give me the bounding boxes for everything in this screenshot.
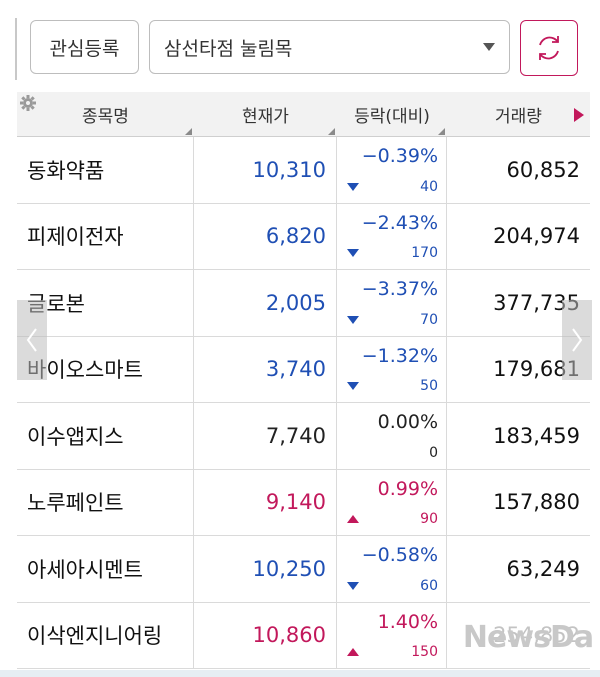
prev-page-button[interactable]	[17, 300, 47, 380]
stock-name: 이수앱지스	[27, 424, 124, 449]
stock-name: 아세아시멘트	[27, 557, 143, 582]
stock-rate: −0.39%	[361, 145, 438, 167]
watermark-logo: NewsDa	[463, 614, 594, 660]
table-row[interactable]: 아세아시멘트 10,250 −0.58% 60 63,249	[17, 536, 590, 603]
header-name-label: 종목명	[82, 107, 129, 127]
stock-table: 종목명 현재가 등락(대비) 거래량 동화약품 10,310 −0.39% 40…	[17, 92, 590, 669]
stock-volume: 63,249	[506, 556, 580, 581]
stock-volume: 204,974	[493, 224, 580, 249]
chevron-right-icon	[572, 328, 583, 352]
direction-icon	[347, 182, 359, 191]
stock-diff: 170	[411, 245, 438, 261]
header-change[interactable]: 등락(대비)	[337, 92, 447, 137]
header-change-label: 등락(대비)	[354, 107, 430, 127]
arrow-right-icon[interactable]	[574, 108, 584, 122]
stock-diff: 90	[420, 511, 438, 527]
header-volume-label: 거래량	[495, 107, 542, 127]
header-price-label: 현재가	[242, 107, 289, 127]
left-edge-divider	[15, 18, 21, 80]
stock-rate: 0.00%	[377, 411, 438, 433]
toolbar: 관심등록 삼선타점 눌림목	[0, 0, 600, 92]
stock-rate: 0.99%	[377, 477, 438, 500]
stock-name: 동화약품	[27, 158, 105, 183]
direction-icon	[347, 249, 359, 257]
stock-price: 6,820	[265, 224, 326, 249]
stock-rate: −0.58%	[361, 544, 438, 566]
stock-diff: 70	[420, 311, 438, 328]
stock-volume: 60,852	[506, 157, 580, 182]
gear-icon[interactable]	[19, 94, 37, 112]
table-row[interactable]: 노루페인트 9,140 0.99% 90 157,880	[17, 469, 590, 536]
stock-diff: 60	[420, 577, 438, 594]
header-name[interactable]: 종목명	[17, 92, 194, 137]
sort-corner-icon	[438, 128, 445, 135]
stock-price: 9,140	[265, 490, 326, 515]
stock-rate: −2.43%	[361, 211, 438, 234]
stock-rate: −3.37%	[361, 278, 438, 300]
bottom-strip	[0, 670, 600, 677]
direction-icon	[347, 382, 359, 390]
next-page-button[interactable]	[562, 300, 592, 380]
stock-diff: 50	[420, 378, 438, 394]
stock-price: 3,740	[265, 357, 326, 382]
sort-corner-icon	[328, 128, 335, 135]
direction-icon	[347, 515, 359, 523]
stock-diff: 40	[420, 178, 438, 195]
stock-name: 이삭엔지니어링	[27, 624, 163, 649]
stock-volume: 183,459	[493, 423, 580, 448]
table-row[interactable]: 글로본 2,005 −3.37% 70 377,735	[17, 270, 590, 337]
refresh-button[interactable]	[520, 20, 578, 76]
direction-icon	[347, 315, 359, 324]
stock-diff: 0	[429, 444, 438, 461]
stock-price: 10,310	[252, 157, 326, 182]
header-volume[interactable]: 거래량	[447, 92, 590, 137]
chevron-left-icon	[26, 328, 37, 352]
table-header: 종목명 현재가 등락(대비) 거래량	[17, 92, 590, 137]
table-row[interactable]: 이수앱지스 7,740 0.00% 0 183,459	[17, 403, 590, 470]
direction-icon	[347, 648, 359, 656]
caret-down-icon	[483, 43, 495, 51]
stock-rate: −1.32%	[361, 344, 438, 367]
stock-name: 노루페인트	[27, 491, 124, 516]
stock-price: 10,860	[252, 623, 326, 648]
stock-rate: 1.40%	[377, 610, 438, 633]
table-row[interactable]: 동화약품 10,310 −0.39% 40 60,852	[17, 137, 590, 204]
stock-price: 10,250	[252, 556, 326, 581]
sort-corner-icon	[185, 128, 192, 135]
stock-price: 7,740	[265, 423, 326, 448]
refresh-icon	[539, 36, 559, 60]
table-row[interactable]: 바이오스마트 3,740 −1.32% 50 179,681	[17, 336, 590, 403]
stock-diff: 150	[411, 644, 438, 660]
stock-name: 피제이전자	[27, 225, 124, 250]
watchlist-add-button[interactable]: 관심등록	[30, 20, 139, 74]
table-row[interactable]: 피제이전자 6,820 −2.43% 170 204,974	[17, 203, 590, 270]
watchlist-group-value: 삼선타점 눌림목	[164, 37, 293, 60]
header-price[interactable]: 현재가	[194, 92, 337, 137]
watchlist-group-select[interactable]: 삼선타점 눌림목	[149, 20, 510, 74]
stock-price: 2,005	[265, 290, 326, 315]
direction-icon	[347, 581, 359, 590]
stock-volume: 157,880	[493, 490, 580, 515]
